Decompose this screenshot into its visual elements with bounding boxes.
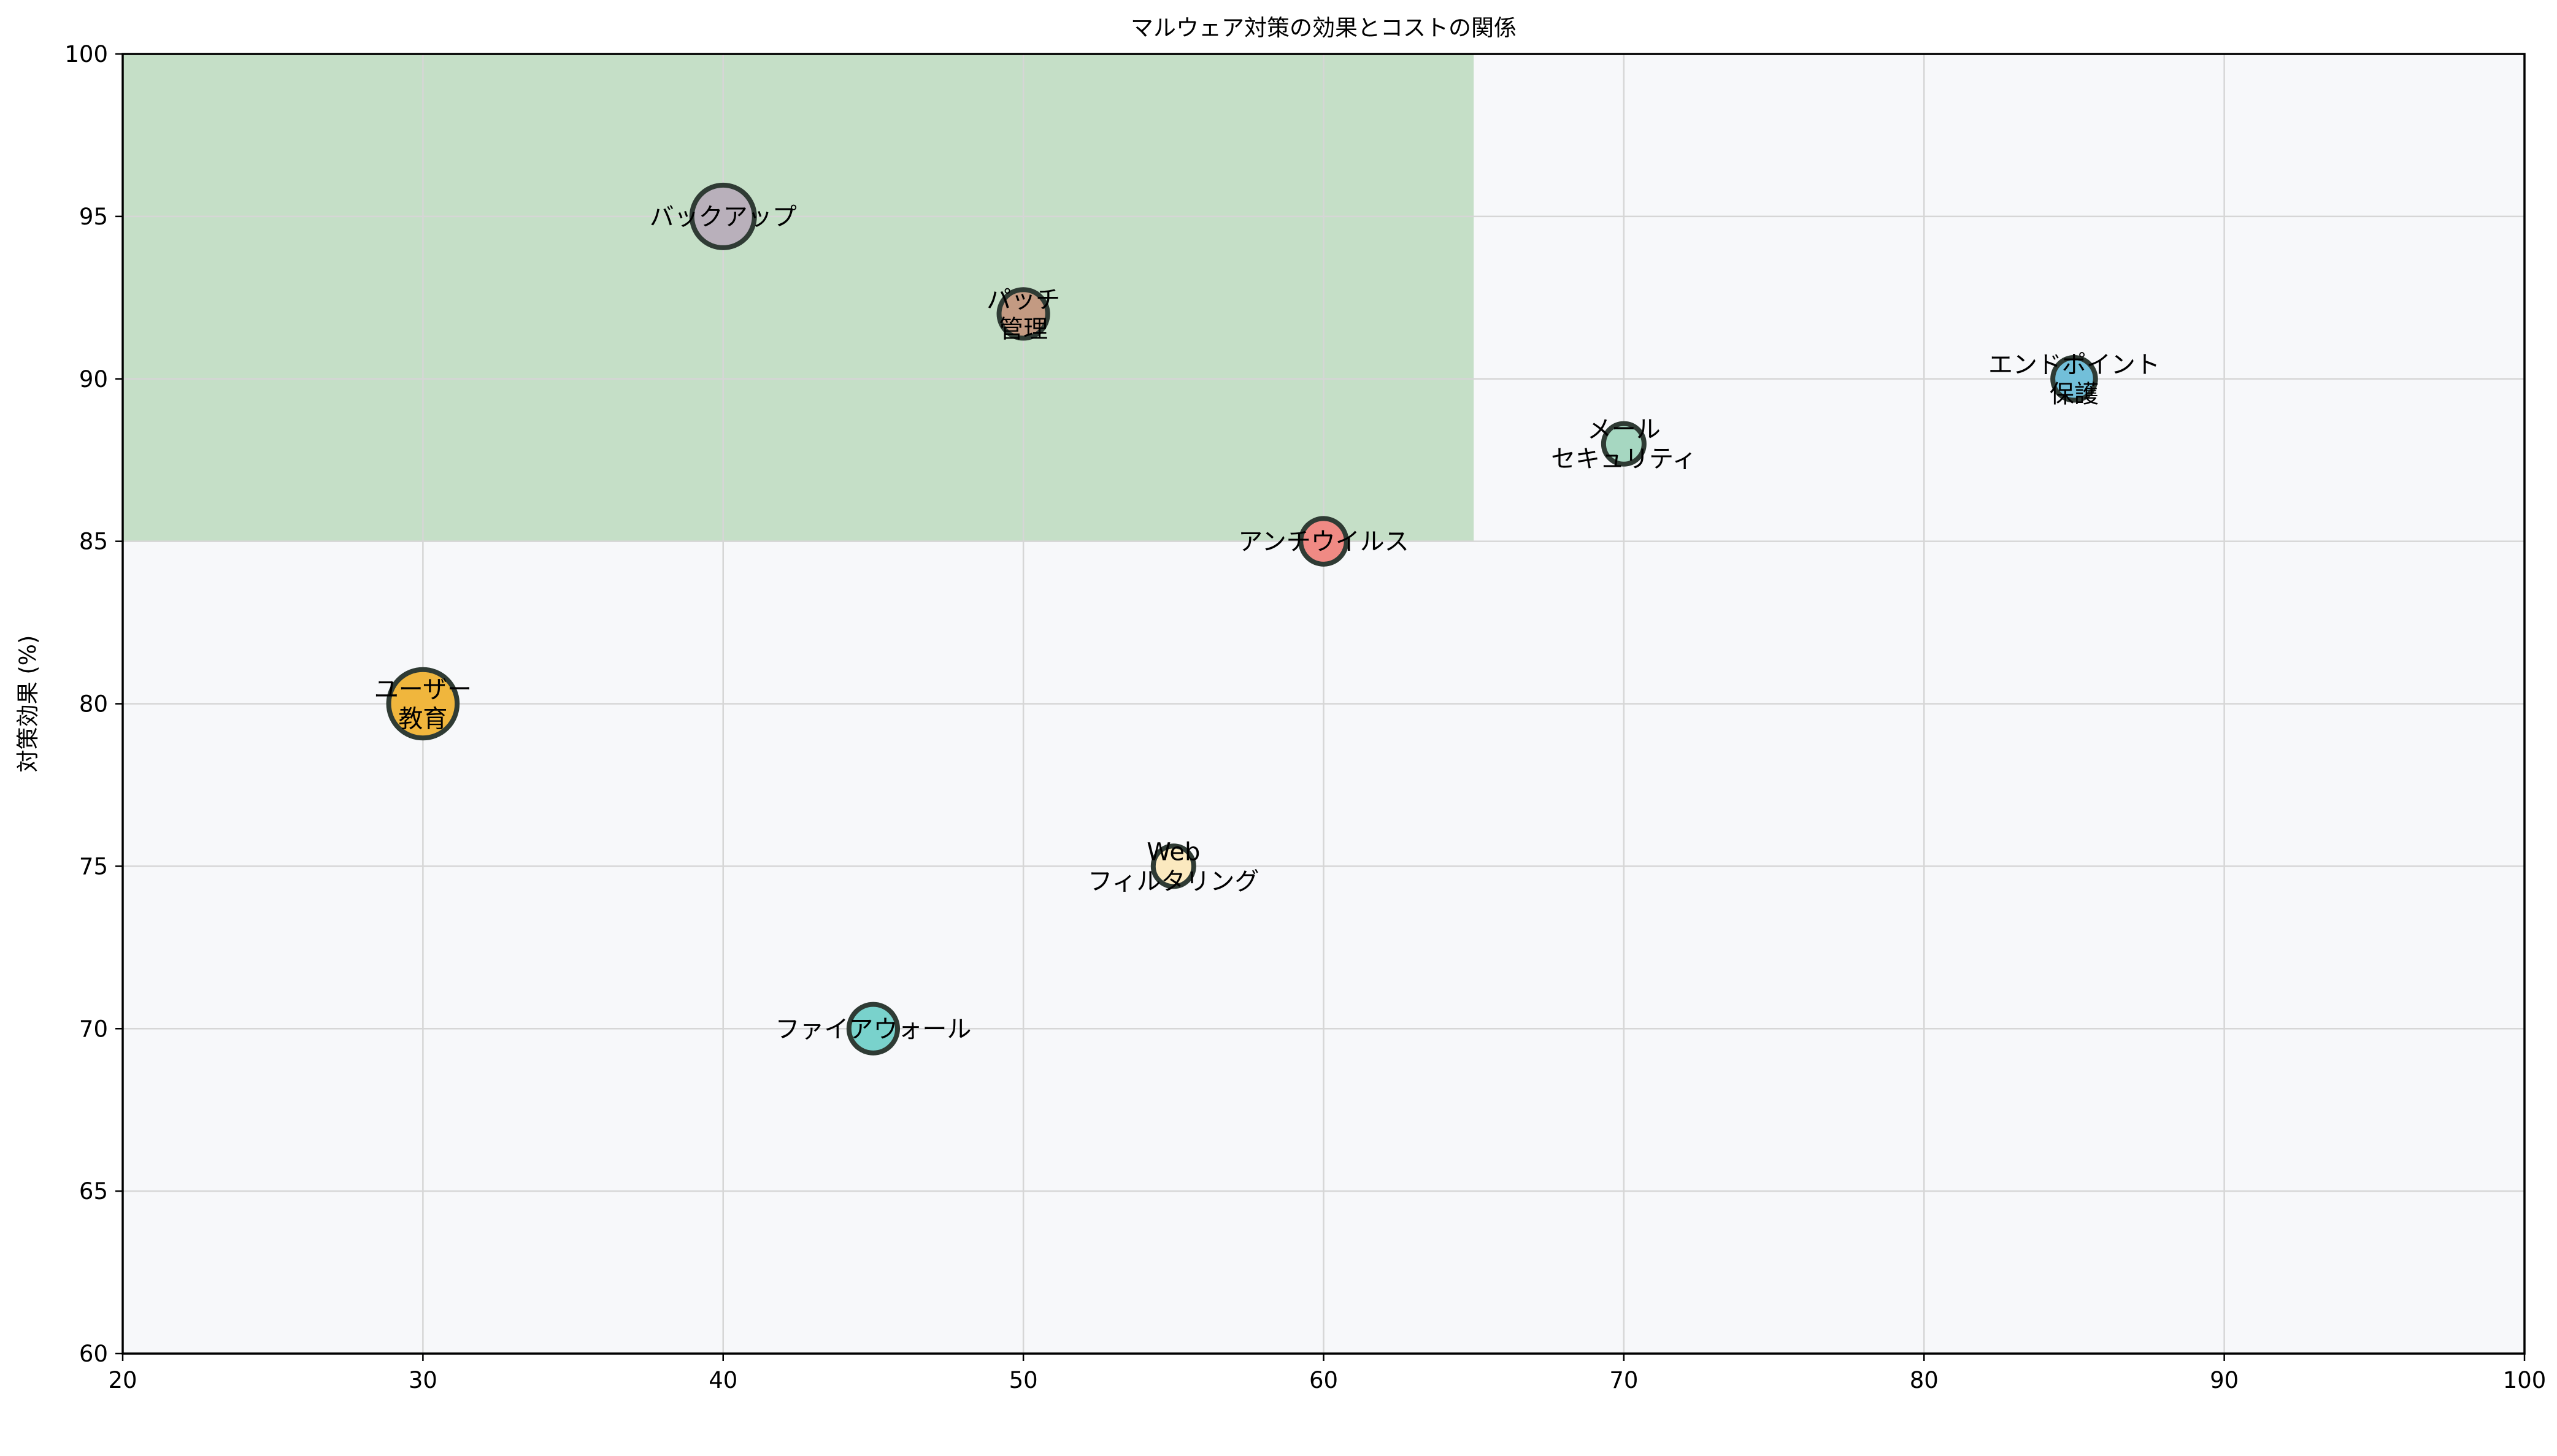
- data-point: [996, 287, 1050, 341]
- point-label: エンドポイント保護: [1988, 351, 2160, 408]
- y-tick-label: 85: [79, 529, 108, 555]
- data-point: [846, 1002, 901, 1056]
- data-point: [1150, 843, 1196, 889]
- y-tick-label: 100: [64, 41, 108, 67]
- data-point: [689, 182, 757, 250]
- point-label: アンチウイルス: [1238, 528, 1409, 556]
- data-point: [386, 667, 460, 741]
- data-point: [1601, 421, 1647, 467]
- y-tick-label: 70: [79, 1016, 108, 1042]
- point-label: Web フィルタリング: [1088, 838, 1259, 895]
- point-label: ユーザー教育: [374, 676, 472, 734]
- x-tick-label: 50: [1009, 1367, 1038, 1393]
- point-label: バックアップ: [650, 203, 797, 231]
- x-tick-label: 90: [2210, 1367, 2239, 1393]
- x-tick-label: 60: [1309, 1367, 1338, 1393]
- data-point: [2050, 354, 2098, 403]
- y-axis-label: 対策効果 (%): [15, 635, 41, 773]
- point-label: ファイアウォール: [775, 1015, 971, 1043]
- highlight-region: [123, 54, 1474, 542]
- data-point: [1298, 516, 1349, 567]
- y-tick-label: 65: [79, 1178, 108, 1205]
- y-tick-label: 90: [79, 366, 108, 393]
- x-tick-label: 20: [108, 1367, 137, 1393]
- y-axis-ticks: 60 65 70 75 80 85 90 95 100: [64, 41, 123, 1367]
- x-tick-label: 100: [2503, 1367, 2547, 1393]
- chart-title: マルウェア対策の効果とコストの関係: [1131, 15, 1517, 41]
- x-tick-label: 80: [1910, 1367, 1939, 1393]
- x-tick-label: 70: [1609, 1367, 1638, 1393]
- y-tick-label: 80: [79, 691, 108, 718]
- x-tick-label: 40: [709, 1367, 737, 1393]
- point-label: メールセキュリティ: [1551, 416, 1697, 473]
- y-tick-label: 95: [79, 204, 108, 230]
- x-tick-label: 30: [409, 1367, 437, 1393]
- x-axis-ticks: 20 30 40 50 60 70 80 90 100: [108, 1354, 2546, 1393]
- y-tick-label: 75: [79, 853, 108, 879]
- point-label: パッチ管理: [986, 286, 1060, 343]
- y-tick-label: 60: [79, 1341, 108, 1367]
